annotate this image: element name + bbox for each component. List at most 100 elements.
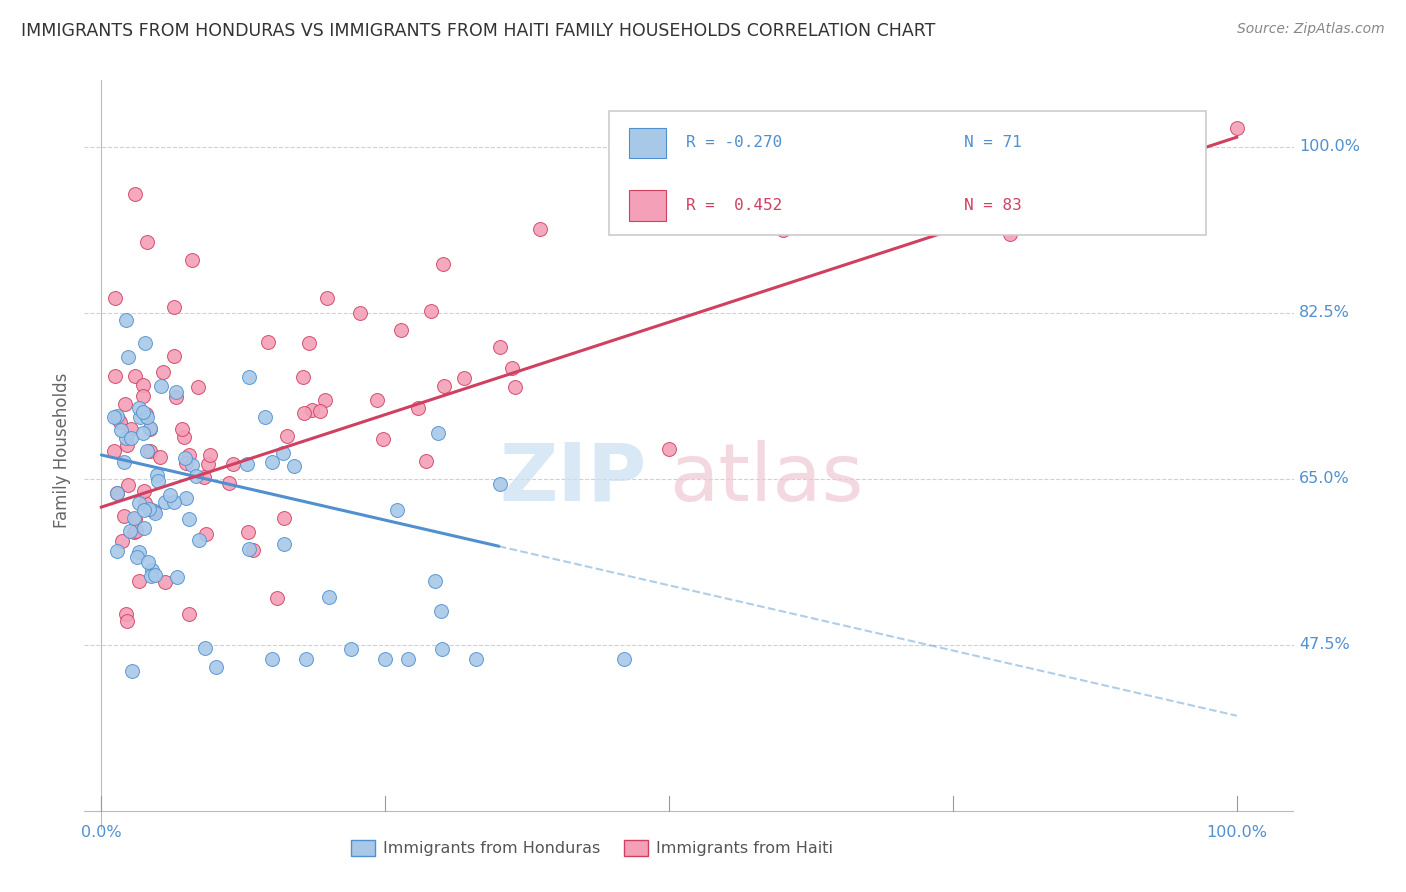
Point (115, 607, 138, 622)
Point (613, 652, 636, 666)
Point (205, 660, 228, 674)
Text: R =  0.452: R = 0.452 (686, 198, 782, 213)
Text: Family Households: Family Households (52, 373, 70, 528)
Point (283, 458, 305, 473)
Point (238, 525, 260, 540)
Point (193, 470, 215, 484)
Point (420, 304, 443, 318)
Point (124, 368, 146, 383)
Point (110, 415, 132, 429)
Point (120, 422, 142, 436)
Point (998, 227, 1021, 242)
Point (465, 652, 488, 666)
Point (105, 486, 128, 500)
Point (177, 607, 200, 621)
Text: N = 71: N = 71 (965, 136, 1022, 151)
Text: Source: ZipAtlas.com: Source: ZipAtlas.com (1237, 22, 1385, 37)
Point (309, 404, 332, 418)
Point (273, 537, 295, 551)
Point (194, 527, 217, 541)
Point (142, 504, 165, 518)
Point (340, 642, 363, 657)
Point (124, 511, 146, 525)
Point (658, 442, 681, 457)
FancyBboxPatch shape (609, 111, 1206, 235)
Point (453, 371, 475, 385)
Point (396, 652, 419, 666)
Point (406, 401, 429, 415)
Point (260, 455, 283, 469)
Point (162, 495, 184, 509)
Point (110, 423, 132, 437)
Point (426, 425, 449, 440)
Point (197, 457, 219, 471)
Point (389, 323, 412, 337)
Point (1168, 172, 1191, 186)
Point (242, 543, 264, 558)
Point (117, 477, 139, 491)
Point (103, 444, 125, 458)
Point (432, 257, 454, 271)
Point (132, 521, 155, 535)
Point (134, 495, 156, 509)
Point (238, 541, 260, 556)
Point (163, 349, 186, 363)
Point (159, 488, 181, 502)
Point (366, 393, 388, 408)
Point (257, 335, 280, 350)
Point (385, 502, 408, 516)
Text: atlas: atlas (669, 440, 863, 517)
Point (529, 222, 551, 236)
Point (120, 524, 142, 539)
Point (174, 491, 197, 505)
Text: 65.0%: 65.0% (1299, 471, 1350, 486)
Point (294, 652, 316, 666)
Point (260, 652, 283, 666)
Point (489, 340, 512, 354)
Point (104, 291, 127, 305)
Point (187, 380, 209, 394)
Point (253, 410, 276, 425)
Point (1112, 120, 1135, 135)
Point (301, 402, 323, 417)
Point (153, 574, 176, 589)
Point (179, 512, 201, 526)
Point (117, 350, 139, 364)
Point (125, 524, 148, 538)
Point (112, 455, 135, 469)
Point (291, 370, 314, 384)
Point (505, 380, 527, 394)
Point (371, 433, 394, 447)
Text: ZIP: ZIP (499, 440, 647, 517)
Text: 47.5%: 47.5% (1299, 637, 1350, 652)
Bar (630, 190, 665, 220)
Point (314, 392, 336, 407)
Point (318, 590, 340, 604)
Point (165, 390, 187, 404)
Point (120, 431, 142, 445)
Point (153, 495, 176, 509)
Point (294, 405, 316, 419)
Point (488, 476, 510, 491)
Point (298, 336, 321, 351)
Point (132, 425, 155, 440)
Point (132, 405, 155, 419)
Point (105, 409, 128, 423)
Point (122, 511, 145, 525)
Point (143, 506, 166, 520)
Point (184, 469, 207, 483)
Point (271, 446, 294, 460)
Point (149, 450, 172, 464)
Point (165, 384, 187, 399)
Point (131, 389, 153, 403)
Point (238, 369, 260, 384)
Point (141, 503, 163, 517)
Point (152, 366, 174, 380)
Point (236, 457, 259, 471)
Point (276, 429, 298, 443)
Point (374, 652, 396, 666)
Point (181, 253, 204, 268)
Point (135, 235, 157, 249)
Point (114, 397, 136, 411)
Point (163, 300, 186, 314)
